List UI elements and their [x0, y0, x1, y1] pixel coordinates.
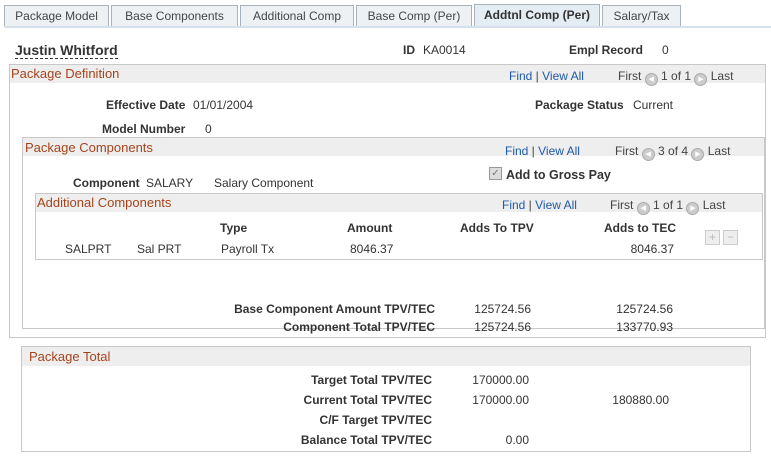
- column-header-amount: Amount: [347, 221, 393, 235]
- section-header: [36, 194, 762, 212]
- section-title: Package Definition: [11, 66, 120, 81]
- package-status-value: Current: [633, 98, 674, 112]
- id-value: KA0014: [423, 43, 466, 57]
- row-count: 3 of 4: [658, 144, 689, 158]
- previous-arrow-icon[interactable]: ◀: [636, 202, 650, 215]
- add-row-icon[interactable]: +: [705, 230, 720, 245]
- current-total-tec: 180880.00: [612, 393, 669, 407]
- tab-salary-tax[interactable]: Salary/Tax: [602, 5, 681, 27]
- base-component-amount-tpv: 125724.56: [474, 302, 531, 316]
- row-count: 1 of 1: [653, 198, 684, 212]
- tab-base-comp-per[interactable]: Base Comp (Per): [356, 5, 472, 27]
- component-total-tec: 133770.93: [616, 320, 673, 334]
- row-name: Sal PRT: [137, 242, 182, 256]
- last-label: Last: [707, 144, 731, 158]
- employee-name: Justin Whitford: [15, 42, 118, 59]
- effective-date-value: 01/01/2004: [193, 98, 254, 112]
- row-count: 1 of 1: [661, 69, 692, 83]
- target-total-label: Target Total TPV/TEC: [311, 373, 432, 387]
- component-label: Component: [73, 176, 140, 190]
- section-title: Additional Components: [37, 195, 172, 210]
- first-label: First: [618, 69, 642, 83]
- current-total-tpv: 170000.00: [472, 393, 529, 407]
- package-components-section: Package Components Find | View All First…: [22, 137, 765, 334]
- row-type: Payroll Tx: [221, 242, 275, 256]
- effective-date-label: Effective Date: [106, 98, 186, 112]
- next-arrow-icon[interactable]: ▶: [694, 73, 708, 86]
- model-number-value: 0: [205, 122, 212, 136]
- empl-record-label: Empl Record: [569, 43, 644, 57]
- cf-target-label: C/F Target TPV/TEC: [319, 413, 432, 427]
- row-amount: 8046.37: [350, 242, 394, 256]
- section-header: [23, 138, 764, 156]
- find-link[interactable]: Find: [509, 69, 533, 83]
- section-header: [10, 65, 765, 83]
- balance-total-tpv: 0.00: [505, 433, 529, 447]
- base-component-amount-tec: 125724.56: [616, 302, 673, 316]
- tab-divider: [4, 26, 771, 28]
- view-all-link[interactable]: View All: [542, 69, 584, 83]
- model-number-label: Model Number: [102, 122, 186, 136]
- component-total-tpv: 125724.56: [474, 320, 531, 334]
- column-header-adds-to-tpv: Adds To TPV: [460, 221, 534, 235]
- next-arrow-icon[interactable]: ▶: [686, 202, 700, 215]
- package-status-label: Package Status: [535, 98, 624, 112]
- target-total-tpv: 170000.00: [472, 373, 529, 387]
- package-total-section: Package Total Target Total TPV/TEC 17000…: [21, 346, 751, 452]
- component-description: Salary Component: [214, 176, 314, 190]
- section-title: Package Components: [25, 140, 153, 155]
- last-label: Last: [702, 198, 726, 212]
- first-label: First: [610, 198, 634, 212]
- id-label: ID: [403, 43, 415, 57]
- section-title: Package Total: [29, 349, 111, 364]
- view-all-link[interactable]: View All: [535, 198, 577, 212]
- tab-base-components[interactable]: Base Components: [111, 5, 238, 27]
- find-link[interactable]: Find: [505, 144, 529, 158]
- view-all-link[interactable]: View All: [538, 144, 580, 158]
- column-header-adds-to-tec: Adds to TEC: [604, 221, 676, 235]
- component-code: SALARY: [146, 176, 194, 190]
- base-component-amount-label: Base Component Amount TPV/TEC: [234, 302, 435, 316]
- row-code: SALPRT: [65, 242, 112, 256]
- section-header: [22, 347, 750, 366]
- previous-arrow-icon[interactable]: ◀: [641, 148, 655, 161]
- tab-addtnl-comp-per[interactable]: Addtnl Comp (Per): [474, 4, 600, 28]
- tab-additional-comp[interactable]: Additional Comp: [240, 5, 354, 27]
- package-definition-section: Package Definition Find | View All First…: [9, 64, 766, 338]
- delete-row-icon[interactable]: −: [723, 230, 738, 245]
- balance-total-label: Balance Total TPV/TEC: [300, 433, 432, 447]
- additional-components-section: Additional Components Find | View All Fi…: [35, 193, 763, 260]
- add-to-gross-pay-checkbox[interactable]: ✓: [489, 167, 502, 180]
- previous-arrow-icon[interactable]: ◀: [644, 73, 658, 86]
- first-label: First: [615, 144, 639, 158]
- component-total-label: Component Total TPV/TEC: [283, 320, 435, 334]
- empl-record-value: 0: [662, 43, 669, 57]
- current-total-label: Current Total TPV/TEC: [303, 393, 432, 407]
- last-label: Last: [710, 69, 734, 83]
- tab-package-model[interactable]: Package Model: [4, 5, 109, 27]
- next-arrow-icon[interactable]: ▶: [691, 148, 705, 161]
- column-header-type: Type: [220, 221, 248, 235]
- find-link[interactable]: Find: [502, 198, 526, 212]
- add-to-gross-pay-label: Add to Gross Pay: [506, 168, 611, 182]
- row-adds-to-tec: 8046.37: [630, 242, 674, 256]
